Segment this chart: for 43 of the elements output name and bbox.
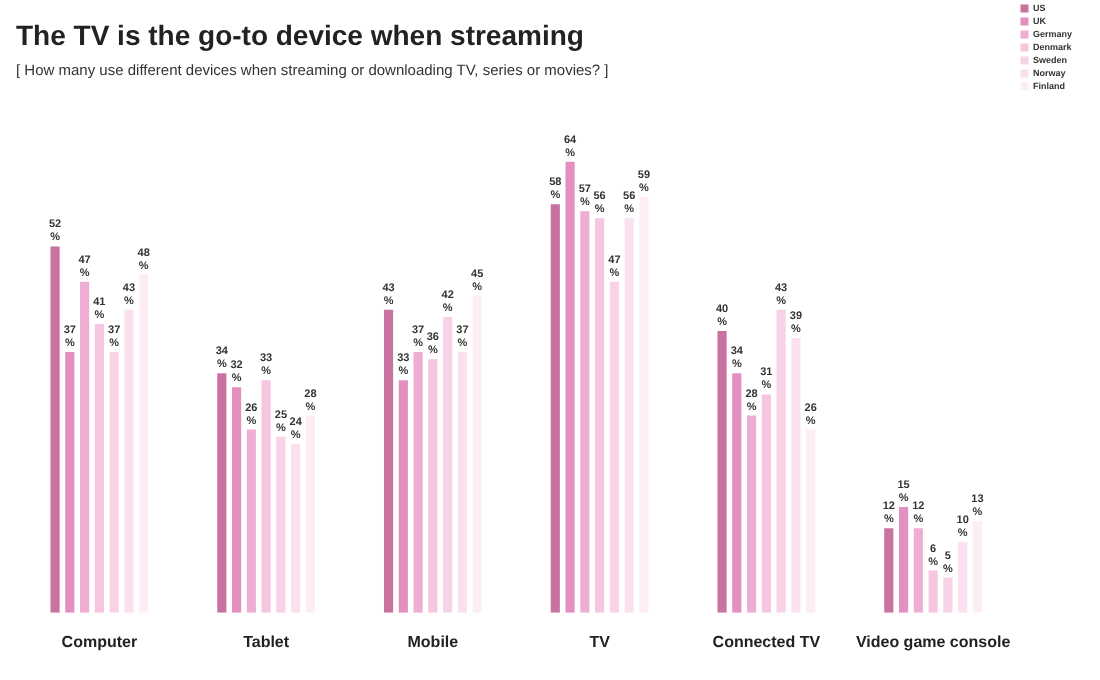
bar xyxy=(443,316,453,613)
chart-title: The TV is the go-to device when streaming xyxy=(16,18,584,51)
x-tick-label: TV xyxy=(589,632,612,651)
bar xyxy=(958,542,968,613)
bar xyxy=(398,380,408,613)
bar xyxy=(291,443,301,613)
bar xyxy=(943,577,953,613)
bar xyxy=(276,436,286,613)
bar xyxy=(124,309,134,613)
bar xyxy=(609,281,619,613)
bar xyxy=(732,373,742,613)
bar xyxy=(383,309,394,613)
bar xyxy=(232,387,242,613)
bar xyxy=(776,309,786,613)
bar xyxy=(80,281,90,613)
bar xyxy=(761,394,771,613)
bar xyxy=(109,352,119,613)
bar xyxy=(261,380,271,613)
bar xyxy=(246,429,256,613)
bar xyxy=(65,352,75,613)
bar xyxy=(624,218,634,613)
x-tick-label: Tablet xyxy=(243,632,290,651)
bar xyxy=(717,330,727,613)
bar xyxy=(595,218,605,613)
bar xyxy=(565,161,575,613)
bar xyxy=(217,373,227,613)
bar xyxy=(747,415,757,613)
x-tick-label: Video game console xyxy=(855,632,1012,651)
bar xyxy=(580,211,590,613)
x-tick-label: Mobile xyxy=(407,632,460,651)
bar xyxy=(550,204,560,613)
bar xyxy=(913,528,923,613)
bar xyxy=(457,352,467,613)
bar xyxy=(94,323,104,613)
bar xyxy=(928,570,938,613)
bar xyxy=(428,359,438,613)
bar xyxy=(898,507,909,613)
bar xyxy=(791,338,801,613)
bar xyxy=(884,528,894,613)
x-tick-label: Connected TV xyxy=(712,632,822,651)
x-tick-label: Computer xyxy=(61,632,138,651)
bar xyxy=(50,246,60,613)
bar xyxy=(413,352,423,613)
